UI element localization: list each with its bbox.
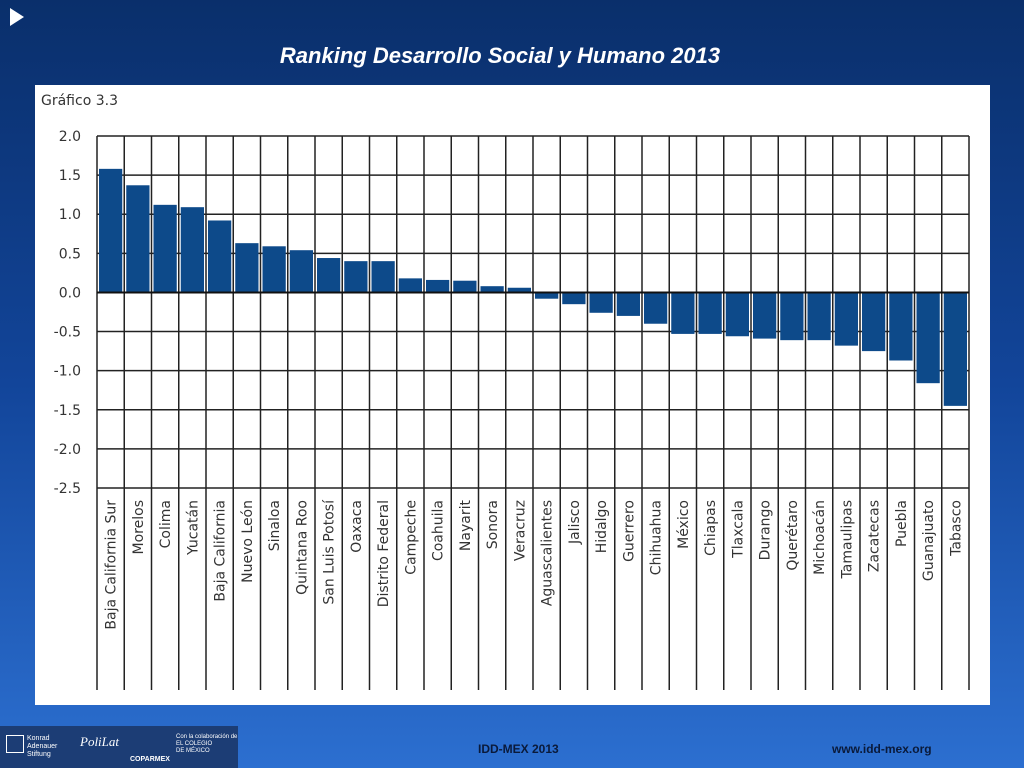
- chart-panel: Gráfico 3.3 2.0 1.5 1.0 0.5 0.0 -0.5 -1.0 -1.5 -…: [35, 85, 990, 705]
- coparmex-logo: COPARMEX: [130, 756, 170, 763]
- y-tick-label: -1.5: [54, 403, 81, 419]
- category-label: Sinaloa: [267, 500, 283, 551]
- sponsor-logos: Konrad Adenauer Stiftung PoliLat COPARME…: [0, 726, 238, 768]
- bar: [589, 292, 613, 313]
- category-label: Baja California Sur: [104, 500, 120, 630]
- category-label: Nayarit: [458, 500, 474, 552]
- category-label: Jalisco: [567, 500, 583, 545]
- bar: [698, 292, 722, 334]
- y-tick-label: 1.5: [59, 168, 81, 184]
- category-label: Guerrero: [621, 500, 637, 562]
- category-label: Aguascalientes: [540, 500, 556, 606]
- category-label: Querétaro: [785, 500, 801, 571]
- colmex-logo: Con la colaboración de EL COLEGIO DE MÉX…: [176, 734, 238, 754]
- bar: [507, 287, 531, 293]
- category-label: México: [676, 500, 692, 549]
- category-label: Coahuila: [431, 500, 447, 561]
- bar: [862, 292, 886, 352]
- category-label: Veracruz: [512, 500, 528, 561]
- bar: [235, 243, 259, 293]
- bar: [317, 258, 341, 293]
- y-tick-label: 2.0: [59, 129, 81, 145]
- slide-title: Ranking Desarrollo Social y Humano 2013: [279, 43, 721, 68]
- category-label: Distrito Federal: [376, 500, 392, 607]
- bar: [834, 292, 858, 346]
- category-label: Chihuahua: [649, 500, 665, 575]
- y-tick-label: 0.0: [59, 285, 81, 301]
- bar: [943, 292, 967, 406]
- bar: [480, 286, 504, 293]
- category-label: Tamaulipas: [839, 500, 855, 579]
- category-label: Sonora: [485, 500, 501, 549]
- category-label: Tlaxcala: [730, 500, 746, 559]
- footer-left-text: IDD-MEX 2013: [478, 742, 559, 756]
- category-label: Guanajuato: [921, 500, 937, 581]
- category-label: Yucatán: [185, 500, 201, 556]
- category-label: Tabasco: [948, 500, 964, 557]
- bar: [289, 250, 313, 293]
- category-label: Michoacán: [812, 500, 828, 575]
- bar: [616, 292, 640, 316]
- bar: [262, 246, 286, 293]
- y-tick-label: -1.0: [54, 364, 81, 380]
- bar: [562, 292, 586, 305]
- bar: [753, 292, 777, 339]
- y-tick-label: -2.0: [54, 442, 81, 458]
- y-tick-label: -0.5: [54, 325, 81, 341]
- corner-arrow-icon: [10, 8, 24, 26]
- bar: [99, 168, 123, 293]
- category-label: Durango: [758, 500, 774, 560]
- bar: [398, 278, 422, 293]
- category-label: Puebla: [894, 500, 910, 547]
- category-label: Colima: [158, 500, 174, 548]
- category-label: Nuevo León: [240, 500, 256, 583]
- category-label: Oaxaca: [349, 500, 365, 553]
- category-label: Morelos: [131, 500, 147, 554]
- bar: [153, 204, 177, 293]
- chart-title: Gráfico 3.3: [41, 93, 118, 109]
- bar: [644, 292, 668, 324]
- category-label: Quintana Roo: [294, 500, 310, 595]
- category-label: Hidalgo: [594, 500, 610, 553]
- bar: [889, 292, 913, 361]
- bar: [807, 292, 831, 341]
- y-tick-label: 0.5: [59, 246, 81, 262]
- category-label: San Luis Potosí: [322, 499, 338, 605]
- bar: [208, 220, 232, 293]
- bar: [671, 292, 695, 334]
- kas-logo: Konrad Adenauer Stiftung: [27, 735, 58, 758]
- bar: [180, 207, 204, 293]
- bar: [780, 292, 804, 341]
- y-tick-label: 1.0: [59, 207, 81, 223]
- bar: [725, 292, 749, 337]
- bar-chart: Gráfico 3.3 2.0 1.5 1.0 0.5 0.0 -0.5 -1.0 -1.5 -…: [41, 93, 970, 690]
- bar: [371, 261, 395, 293]
- category-label: Baja California: [213, 500, 229, 602]
- category-label: Chiapas: [703, 500, 719, 556]
- bar: [453, 280, 477, 293]
- bar: [916, 292, 940, 384]
- footer-website-link[interactable]: www.idd-mex.org: [832, 742, 932, 756]
- bar: [426, 279, 450, 293]
- kas-logo-icon: [6, 735, 24, 753]
- bar: [126, 185, 150, 293]
- bar: [535, 292, 559, 299]
- category-label: Campeche: [403, 500, 419, 575]
- y-tick-label: -2.5: [54, 481, 81, 497]
- category-label: Zacatecas: [867, 500, 883, 572]
- bar: [344, 261, 368, 293]
- polilat-logo: PoliLat: [80, 734, 120, 749]
